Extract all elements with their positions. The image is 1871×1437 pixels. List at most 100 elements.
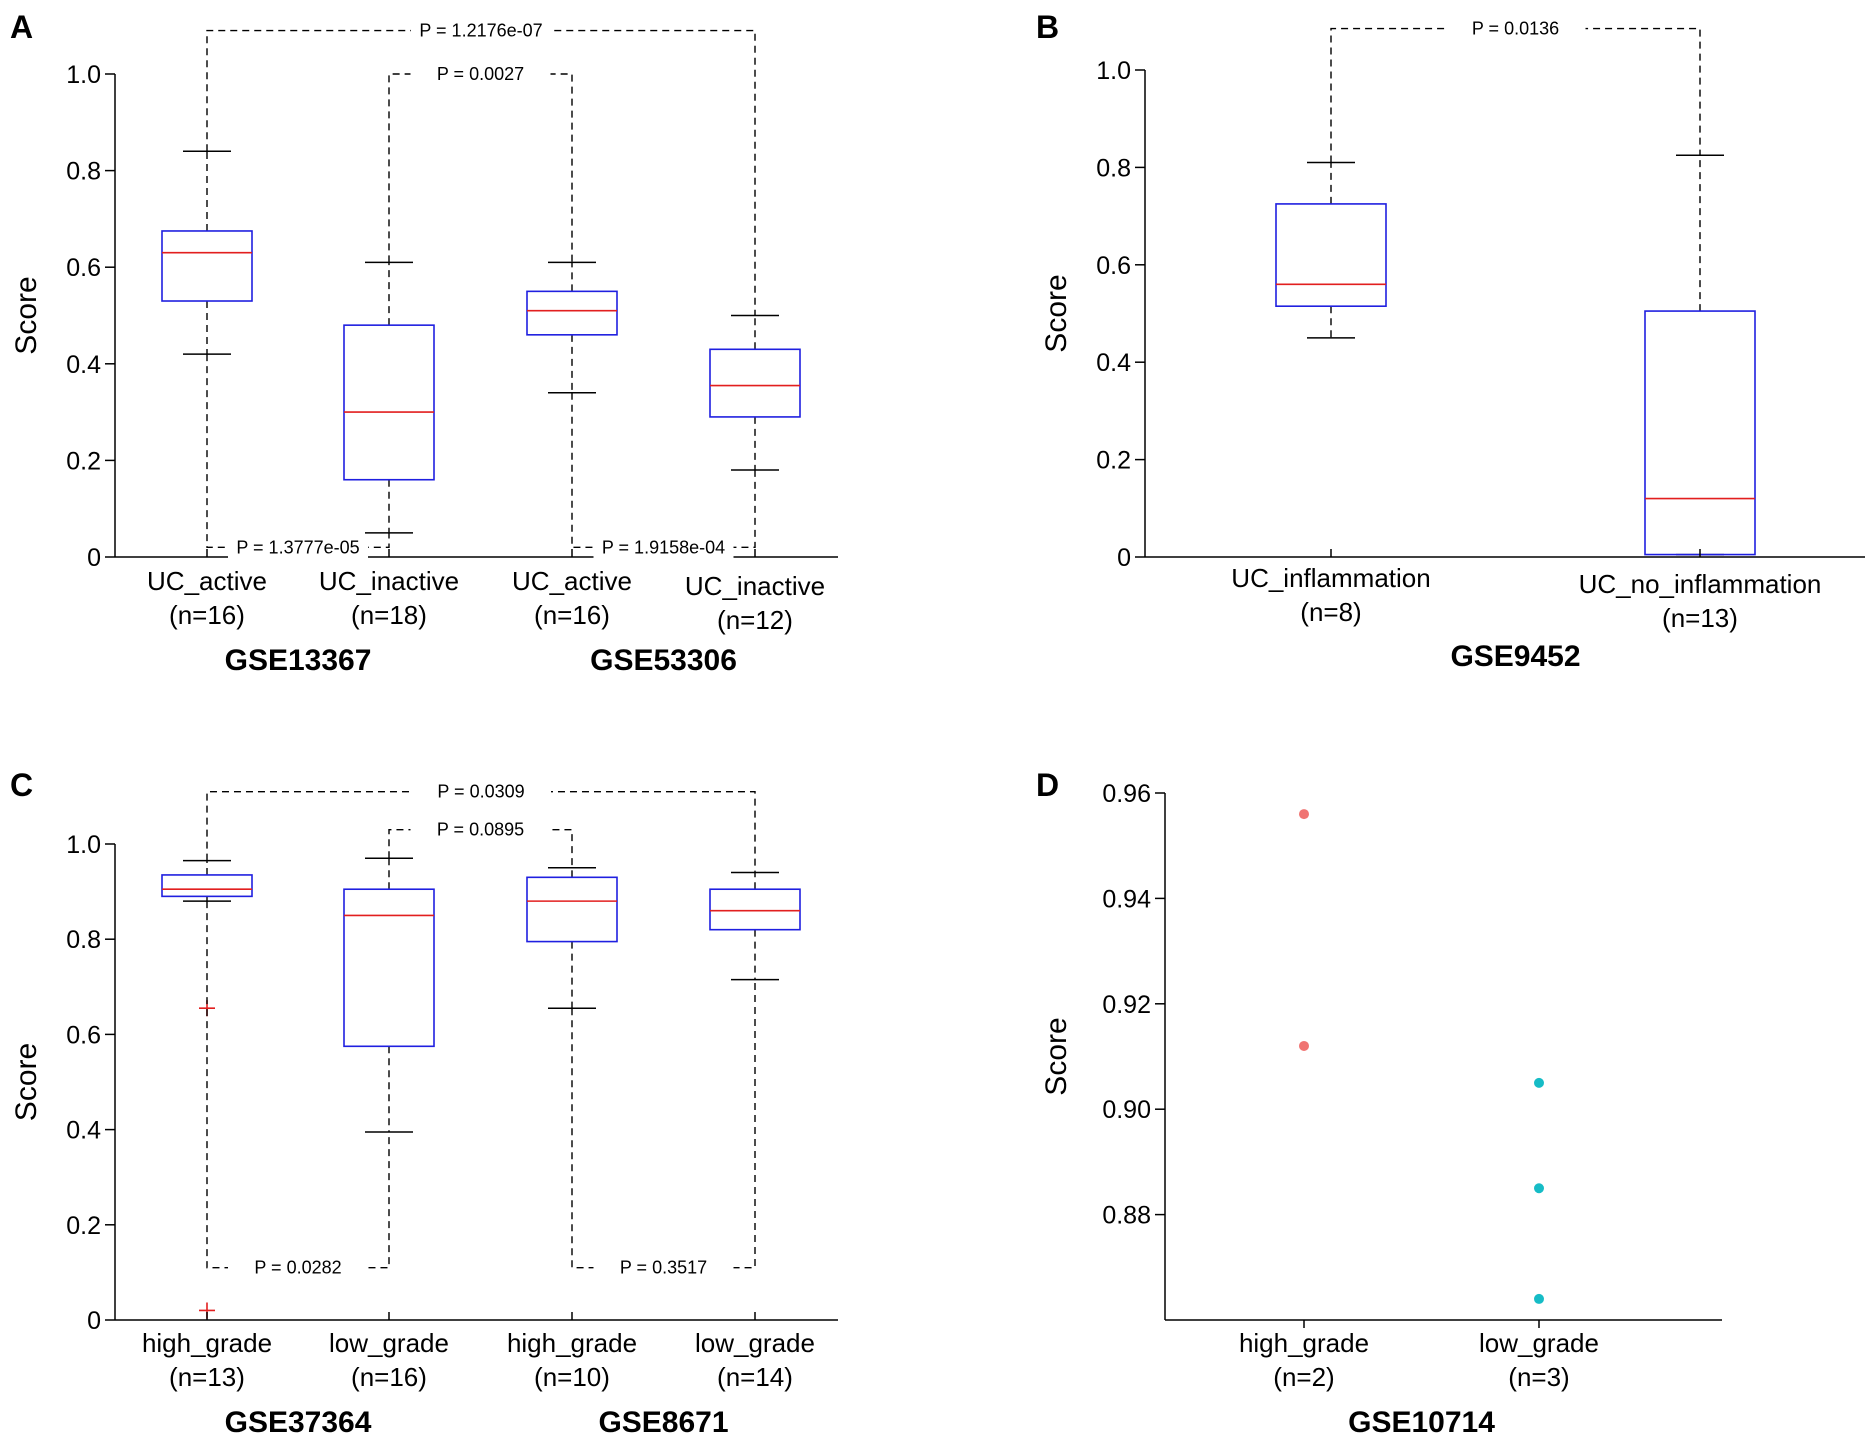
y-tick-label: 0: [87, 544, 101, 572]
y-tick-label: 0.2: [66, 1212, 101, 1240]
p-value-label: P = 0.0895: [437, 820, 524, 840]
significance-bracket: [571, 392, 756, 549]
category-count-label: (n=16): [351, 1362, 427, 1392]
box: [709, 348, 801, 418]
category-count-label: (n=10): [534, 1362, 610, 1392]
dataset-label: GSE10714: [1348, 1406, 1495, 1437]
category-count-label: (n=16): [534, 600, 610, 630]
p-value-background: [228, 1255, 368, 1280]
panel-a-boxplot: 0 0.2 0.4 0.6 0.8 1.0 Score UC_active (n=16) UC_i…: [10, 18, 838, 677]
significance-bracket: [206, 901, 390, 1269]
category-count-label: (n=14): [717, 1362, 793, 1392]
dataset-label: GSE9452: [1450, 640, 1580, 673]
y-tick-label: 0.6: [1096, 252, 1131, 280]
category-count-label: (n=2): [1273, 1362, 1334, 1392]
category-count-label: (n=13): [169, 1362, 245, 1392]
y-tick-label: 0.90: [1102, 1096, 1151, 1124]
category-label: low_grade: [1479, 1328, 1599, 1358]
category-count-label: (n=16): [169, 600, 245, 630]
box: [1644, 310, 1756, 556]
p-value-background: [411, 779, 551, 804]
category-count-label: (n=3): [1508, 1362, 1569, 1392]
y-tick-label: 0.4: [66, 351, 101, 379]
y-axis-title: Score: [10, 276, 43, 354]
y-tick-label: 0.8: [1096, 154, 1131, 182]
category-label: UC_inflammation: [1231, 563, 1430, 593]
box: [1275, 203, 1387, 307]
p-value-background: [228, 535, 368, 560]
dataset-label: GSE37364: [225, 1406, 372, 1437]
dataset-label: GSE53306: [590, 644, 737, 677]
box: [709, 888, 801, 931]
y-tick-label: 0.94: [1102, 885, 1151, 913]
y-tick-label: 0.8: [66, 926, 101, 954]
y-axis-title: Score: [1040, 1017, 1073, 1095]
panel-d-scatter: 0.88 0.90 0.92 0.94 0.96 Score high_grade (n=2)…: [1040, 780, 1722, 1437]
category-count-label: (n=13): [1662, 603, 1738, 633]
p-value-label: P = 0.0027: [437, 64, 524, 84]
p-value-background: [410, 817, 551, 842]
y-tick-label: 0.8: [66, 158, 101, 186]
category-label: UC_active: [147, 566, 267, 596]
p-value-label: P = 0.0309: [437, 782, 524, 802]
box: [343, 324, 435, 481]
p-value-label: P = 0.3517: [620, 1258, 707, 1278]
y-tick-label: 0.4: [66, 1117, 101, 1145]
category-label: high_grade: [1239, 1328, 1369, 1358]
panel-label-c: C: [10, 767, 33, 803]
y-tick-label: 0.6: [66, 1021, 101, 1049]
panel-label-d: D: [1036, 767, 1059, 803]
category-label: UC_no_inflammation: [1579, 569, 1822, 599]
y-axis-title: Score: [1040, 274, 1073, 352]
y-tick-label: 1.0: [66, 61, 101, 89]
y-tick-label: 0.96: [1102, 780, 1151, 808]
data-point: [1299, 1040, 1309, 1051]
category-count-label: (n=18): [351, 600, 427, 630]
significance-bracket: [571, 979, 756, 1269]
data-point: [1299, 809, 1309, 820]
y-axis-title: Score: [10, 1043, 43, 1121]
p-value-background: [593, 1255, 734, 1280]
category-label: UC_active: [512, 566, 632, 596]
box: [161, 874, 253, 898]
box: [526, 876, 618, 943]
y-tick-label: 0.4: [1096, 349, 1131, 377]
significance-bracket: [206, 29, 756, 316]
data-point: [1534, 1077, 1544, 1088]
y-tick-label: 0: [1117, 544, 1131, 572]
p-value-label: P = 1.9158e-04: [602, 537, 725, 557]
p-value-background: [1445, 16, 1586, 41]
category-count-label: (n=12): [717, 605, 793, 635]
p-value-background: [410, 62, 551, 86]
significance-bracket: [1330, 27, 1701, 163]
box: [526, 290, 618, 336]
category-count-label: (n=8): [1300, 597, 1361, 627]
significance-bracket: [388, 73, 573, 263]
data-point: [1534, 1293, 1544, 1304]
y-tick-label: 0.88: [1102, 1202, 1151, 1230]
p-value-label: P = 1.3777e-05: [236, 537, 359, 557]
category-label: low_grade: [695, 1328, 815, 1358]
p-value-label: P = 0.0282: [254, 1258, 341, 1278]
category-label: low_grade: [329, 1328, 449, 1358]
category-label: high_grade: [507, 1328, 637, 1358]
box: [161, 230, 253, 302]
data-point: [1534, 1183, 1544, 1194]
y-tick-label: 0.6: [66, 254, 101, 282]
category-label: high_grade: [142, 1328, 272, 1358]
panel-label-b: B: [1036, 9, 1059, 45]
dataset-label: GSE13367: [225, 644, 372, 677]
panel-label-a: A: [10, 9, 33, 45]
y-tick-label: 0.2: [1096, 447, 1131, 475]
y-tick-label: 0.92: [1102, 991, 1151, 1019]
category-label: UC_inactive: [319, 566, 459, 596]
dataset-label: GSE8671: [598, 1406, 728, 1437]
box: [343, 888, 435, 1048]
panel-c-boxplot: 0 0.2 0.4 0.6 0.8 1.0 Score high_grade (n=13) low…: [10, 779, 838, 1437]
significance-bracket: [206, 354, 390, 549]
p-value-label: P = 0.0136: [1472, 19, 1559, 39]
category-label: UC_inactive: [685, 571, 825, 601]
panel-b-boxplot: 0 0.2 0.4 0.6 0.8 1.0 Score UC_inflammation (n=8…: [1040, 16, 1865, 673]
y-tick-label: 0.2: [66, 447, 101, 475]
